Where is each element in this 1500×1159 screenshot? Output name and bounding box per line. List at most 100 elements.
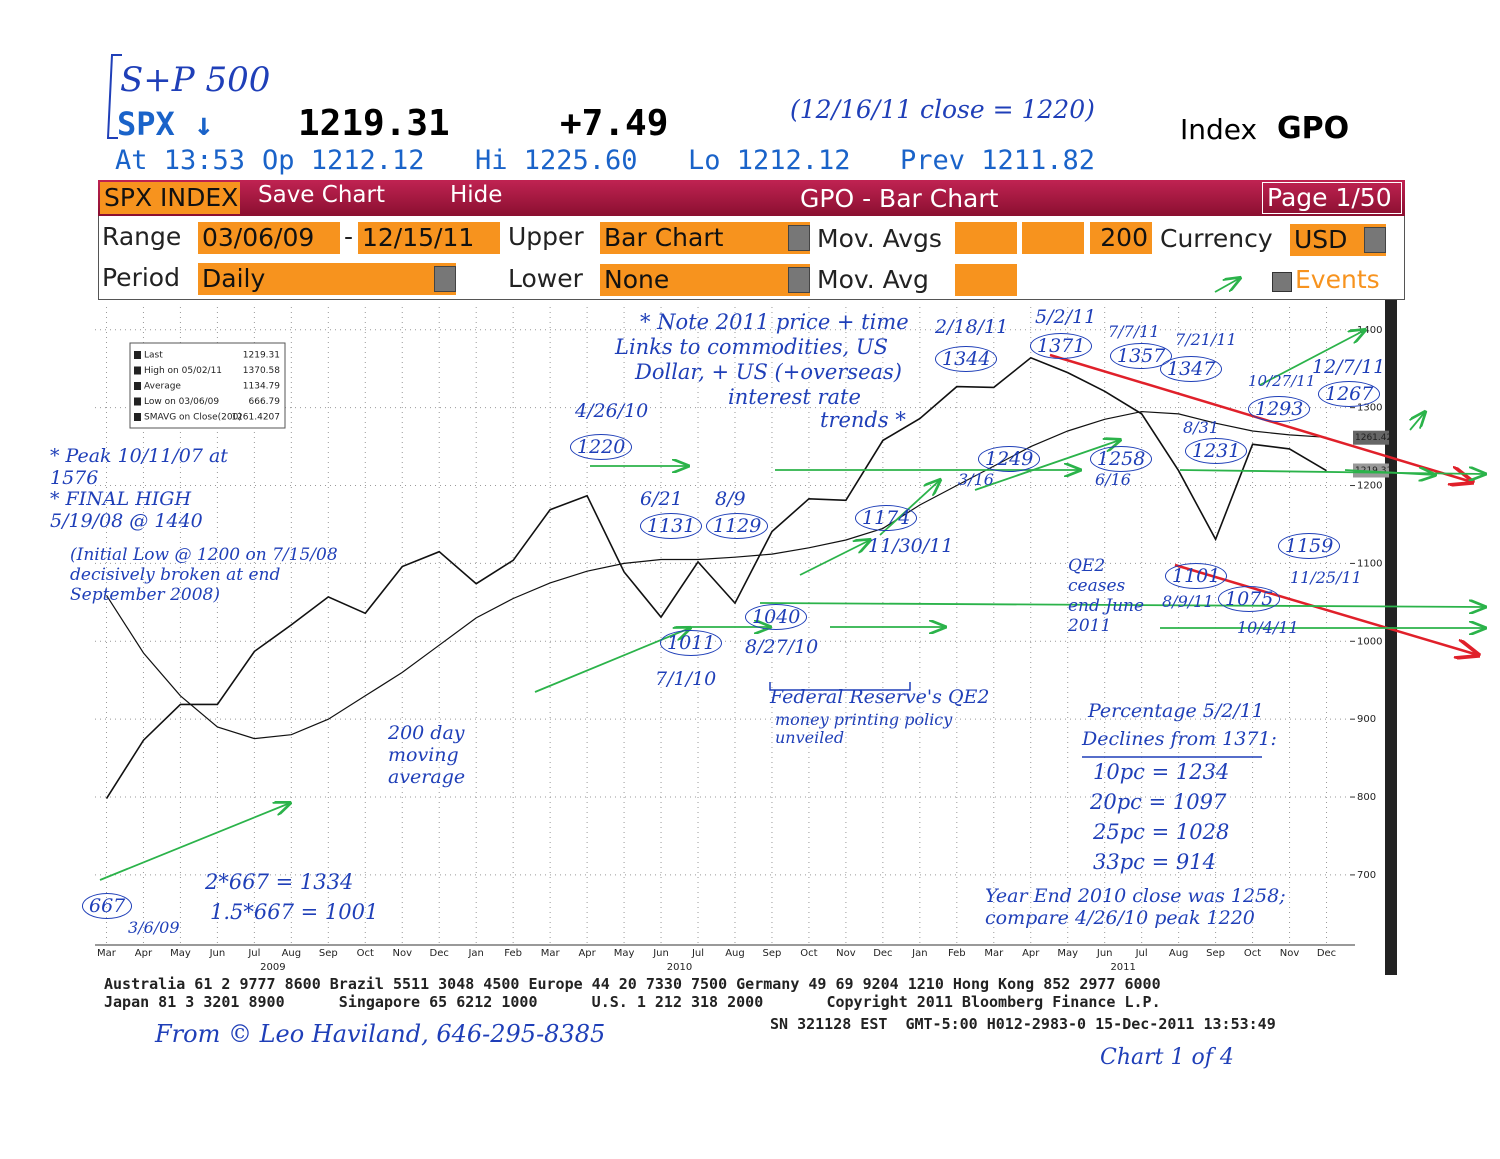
x-tick-label: Nov [1280, 948, 1300, 959]
x-tick-label: May [614, 948, 635, 959]
annotation: 1075 [1218, 586, 1281, 612]
x-tick-label: Jul [691, 948, 704, 959]
x-tick-label: Oct [357, 948, 374, 959]
annotation: 1129 [706, 513, 769, 539]
dropdown[interactable] [788, 267, 810, 293]
page-indicator: Page 1/50 [1262, 182, 1402, 214]
mov-avg-box[interactable] [955, 264, 1017, 296]
annotation: money printing policy [775, 710, 953, 729]
y-tick-label: 1200 [1357, 481, 1382, 492]
annotation: 7/1/10 [655, 668, 717, 690]
annotation: 1.5*667 = 1001 [210, 900, 379, 924]
annotation: Links to commodities, US [615, 335, 888, 359]
save-button[interactable]: Save Chart [258, 182, 385, 208]
legend-label: Low on 03/06/09 [144, 397, 219, 407]
x-tick-label: Aug [725, 948, 745, 959]
period-select[interactable]: Daily [198, 263, 456, 295]
last-price: 1219.31 [298, 103, 450, 144]
x-tick-label: Sep [1206, 948, 1225, 959]
end-date[interactable]: 12/15/11 [358, 222, 500, 254]
annotation: * Peak 10/11/07 at 1576 [50, 445, 228, 489]
axis-marker-label: 1219.31 [1355, 466, 1392, 476]
annotation: 1220 [570, 434, 633, 460]
dropdown[interactable] [434, 266, 456, 292]
upper-select[interactable]: Bar Chart [600, 222, 810, 254]
annotation: (Initial Low @ 1200 on 7/15/08 decisivel… [70, 545, 338, 605]
annotation: 8/27/10 [745, 636, 819, 658]
legend-value: 666.79 [249, 397, 281, 407]
annotation: 1131 [640, 513, 703, 539]
annotation: 1371 [1030, 333, 1093, 359]
y-tick-label: 700 [1357, 870, 1376, 881]
annotation: Year End 2010 close was 1258; compare 4/… [985, 885, 1286, 929]
dropdown[interactable] [788, 225, 810, 251]
x-tick-label: Nov [836, 948, 856, 959]
period-value: Daily [202, 264, 266, 293]
security-box[interactable]: SPX INDEX [100, 182, 240, 214]
y-tick-label: 800 [1357, 792, 1376, 803]
legend-swatch [134, 366, 141, 375]
x-tick-label: Mar [97, 948, 117, 959]
legend-value: 1370.58 [243, 366, 280, 376]
annotation: Dollar, + US (+overseas) [635, 360, 903, 384]
events-label[interactable]: Events [1295, 265, 1380, 294]
mov-avg-box[interactable] [955, 222, 1017, 254]
mov-avgs-label: Mov. Avgs [817, 224, 942, 253]
start-date[interactable]: 03/06/09 [198, 222, 340, 254]
annotation: 3/6/09 [128, 918, 180, 937]
annotation: 3/16 [958, 470, 994, 489]
x-tick-label: Mar [984, 948, 1004, 959]
lower-select[interactable]: None [600, 264, 810, 296]
legend-label: Last [144, 351, 163, 361]
x-tick-label: Feb [504, 948, 522, 959]
annotation: 6/16 [1095, 470, 1131, 489]
axis-marker-label: 1261.42 [1355, 433, 1392, 443]
events-checkbox[interactable] [1272, 272, 1292, 292]
ticker: SPX ↓ [117, 105, 214, 143]
annotation: * FINAL HIGH 5/19/08 @ 1440 [50, 488, 203, 532]
legend-label: High on 05/02/11 [144, 366, 222, 376]
currency-select[interactable]: USD [1290, 224, 1386, 256]
handwritten-title: S+P 500 [120, 60, 271, 100]
annotation: From © Leo Haviland, 646-295-8385 [155, 1020, 606, 1048]
annotation: Chart 1 of 4 [1100, 1045, 1234, 1070]
annotation: 1231 [1185, 438, 1248, 464]
x-tick-label: Apr [578, 948, 596, 959]
mov-avg-box[interactable] [1022, 222, 1084, 254]
screen-title: GPO - Bar Chart [800, 184, 999, 213]
legend-value: 1261.4207 [231, 413, 280, 423]
mov-avg-box[interactable]: 200 [1090, 222, 1152, 254]
currency-value: USD [1294, 225, 1348, 254]
toolbar [98, 216, 1405, 300]
quote: At 13:53 [115, 145, 246, 176]
title-bar [98, 180, 1405, 216]
annotation: QE2 ceases end June 2011 [1068, 556, 1145, 636]
hide-button[interactable]: Hide [450, 182, 503, 208]
year-label: 2011 [1110, 962, 1135, 973]
x-tick-label: Dec [1317, 948, 1336, 959]
currency-label: Currency [1160, 224, 1273, 253]
y-tick-label: 1400 [1357, 325, 1382, 336]
legend-label: SMAVG on Close(200) [144, 413, 242, 423]
footer-line: Australia 61 2 9777 8600 Brazil 5511 304… [104, 975, 1161, 993]
legend-value: 1219.31 [243, 351, 280, 361]
quote: Prev 1211.82 [900, 145, 1096, 176]
annotation: * Note 2011 price + time [640, 310, 909, 334]
annotation: 1347 [1160, 356, 1223, 382]
annotation: 1293 [1248, 396, 1311, 422]
annotation: 2*667 = 1334 [205, 870, 354, 894]
annotation: 11/30/11 [868, 535, 954, 557]
annotation: 1101 [1165, 563, 1228, 589]
dash: - [344, 222, 354, 251]
x-tick-label: Jul [247, 948, 260, 959]
x-tick-label: Oct [800, 948, 817, 959]
function-code: GPO [1277, 111, 1350, 146]
annotation: 8/9/11 [1162, 592, 1214, 611]
lower-label: Lower [508, 264, 583, 293]
dropdown[interactable] [1364, 227, 1386, 253]
x-tick-label: Dec [873, 948, 892, 959]
legend-swatch [134, 413, 141, 421]
annotation: 1267 [1318, 381, 1381, 407]
footer-line: Japan 81 3 3201 8900 Singapore 65 6212 1… [104, 993, 1161, 1011]
annotation: Percentage 5/2/11 [1088, 700, 1264, 722]
